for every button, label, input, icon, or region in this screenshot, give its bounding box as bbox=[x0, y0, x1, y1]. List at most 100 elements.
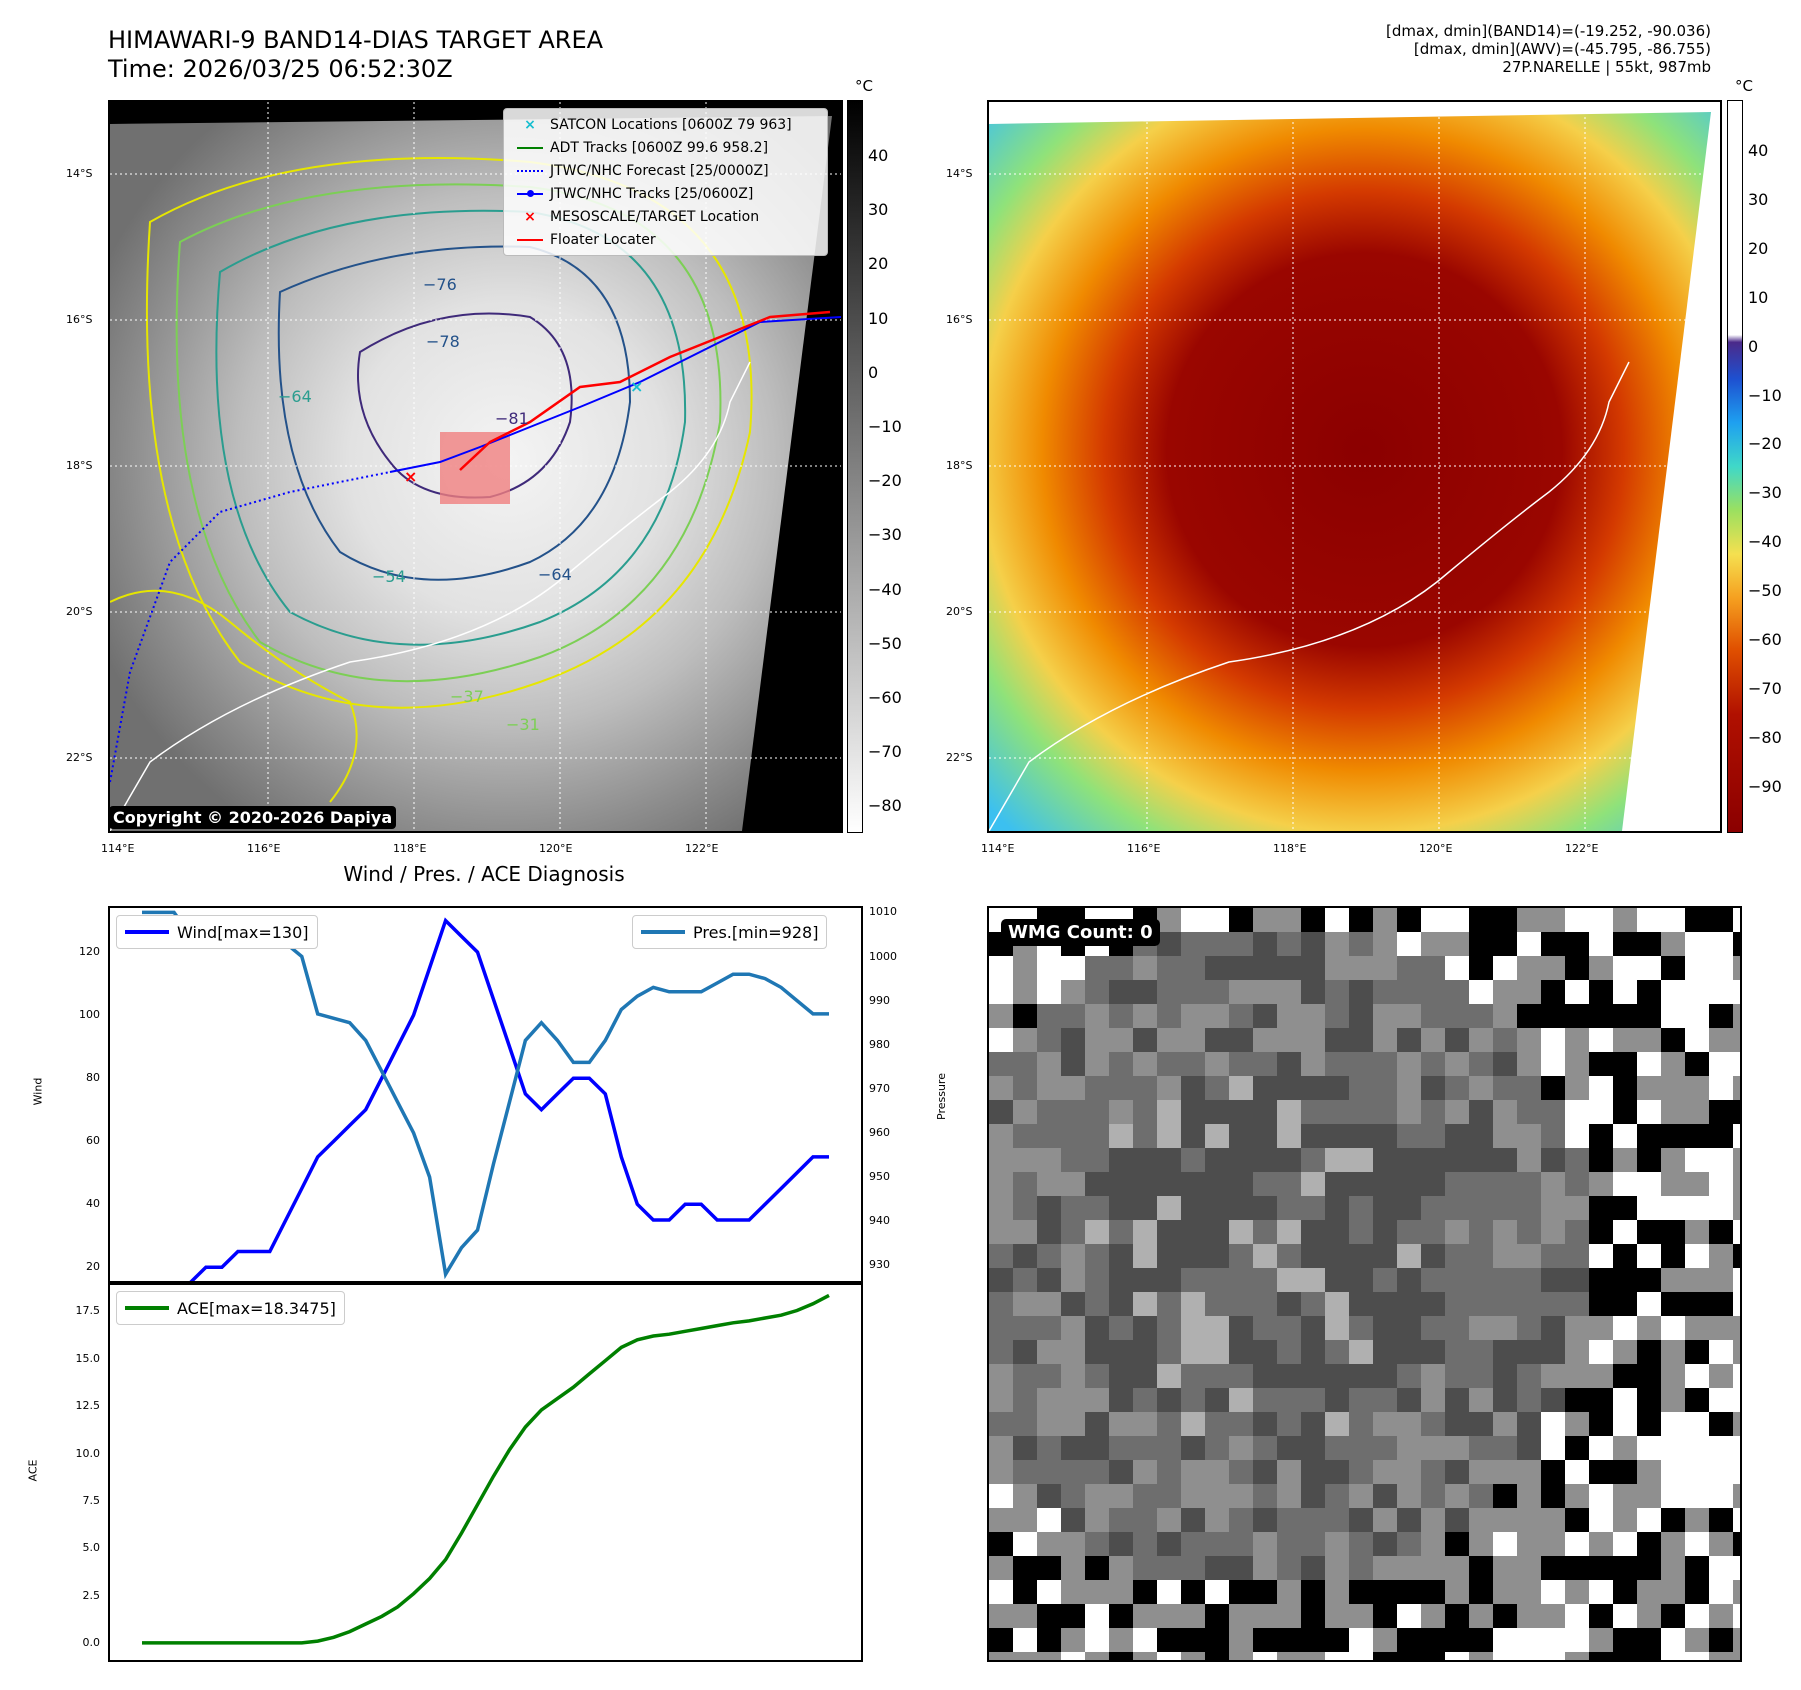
wmg-cell bbox=[1085, 1052, 1110, 1077]
wmg-cell bbox=[1445, 1196, 1470, 1221]
wmg-cell bbox=[1589, 980, 1614, 1005]
wmg-cell bbox=[1205, 1028, 1230, 1053]
wmg-cell bbox=[1373, 908, 1398, 933]
wmg-cell bbox=[1109, 1412, 1134, 1437]
wmg-cell bbox=[1325, 1292, 1350, 1317]
wmg-cell bbox=[1181, 1268, 1206, 1293]
wmg-cell bbox=[1301, 1604, 1326, 1629]
gray-colorbar-tick: 30 bbox=[868, 200, 889, 220]
wmg-cell bbox=[1037, 1196, 1062, 1221]
wmg-cell bbox=[1157, 1532, 1182, 1557]
wmg-cell bbox=[1253, 1052, 1278, 1077]
wmg-cell bbox=[1229, 1100, 1254, 1125]
wind-pressure-svg bbox=[142, 910, 829, 1283]
color-colorbar-tick: −60 bbox=[1748, 630, 1782, 649]
wmg-cell bbox=[1325, 1268, 1350, 1293]
wmg-cell bbox=[1685, 1292, 1710, 1317]
wmg-cell bbox=[1445, 1004, 1470, 1029]
wmg-cell bbox=[1469, 1196, 1494, 1221]
lon-tick: 118°E bbox=[393, 842, 427, 855]
wmg-cell bbox=[1085, 1460, 1110, 1485]
wmg-cell bbox=[1421, 1100, 1446, 1125]
wmg-cell bbox=[1085, 1124, 1110, 1149]
wmg-cell bbox=[1373, 1628, 1398, 1653]
wmg-cell bbox=[1589, 1460, 1614, 1485]
wmg-cell bbox=[1493, 1292, 1518, 1317]
wmg-cell bbox=[1613, 1508, 1638, 1533]
wmg-cell bbox=[1277, 1292, 1302, 1317]
wmg-cell bbox=[1445, 1076, 1470, 1101]
wmg-cell bbox=[1613, 1604, 1638, 1629]
gray-colorbar-tick: 10 bbox=[868, 308, 889, 328]
wmg-cell bbox=[1589, 1604, 1614, 1629]
wmg-cell bbox=[1541, 1484, 1566, 1509]
time-text: Time: 2026/03/25 06:52:30Z bbox=[108, 55, 453, 83]
wmg-cell bbox=[1613, 1556, 1638, 1581]
wmg-cell bbox=[1661, 1076, 1686, 1101]
wmg-cell bbox=[1637, 1292, 1662, 1317]
wmg-cell bbox=[1445, 1292, 1470, 1317]
wmg-cell bbox=[1421, 908, 1446, 933]
wmg-cell bbox=[1277, 1004, 1302, 1029]
wmg-cell bbox=[1349, 1484, 1374, 1509]
wmg-cell bbox=[1517, 1604, 1542, 1629]
wmg-cell bbox=[1589, 932, 1614, 957]
wmg-cell bbox=[1709, 1652, 1734, 1660]
wmg-cell bbox=[1613, 1220, 1638, 1245]
wmg-cell bbox=[1709, 980, 1734, 1005]
wmg-cell bbox=[1013, 1004, 1038, 1029]
pressure-legend-line-icon bbox=[641, 930, 685, 934]
color-colorbar-tick: 0 bbox=[1748, 336, 1759, 356]
legend-item-satcon: × SATCON Locations [0600Z 79 963] bbox=[510, 113, 821, 136]
wmg-cell bbox=[1709, 1076, 1734, 1101]
wmg-cell bbox=[1733, 1220, 1740, 1245]
wmg-cell bbox=[1109, 1508, 1134, 1533]
wmg-cell bbox=[1469, 1484, 1494, 1509]
color-colorbar-tick: −40 bbox=[1748, 532, 1782, 552]
satcon-marker: × bbox=[630, 377, 643, 396]
wmg-cell bbox=[1373, 1316, 1398, 1341]
wmg-cell bbox=[1637, 980, 1662, 1005]
wmg-cell bbox=[1325, 956, 1350, 981]
wmg-cell bbox=[1373, 932, 1398, 957]
wmg-cell bbox=[1229, 932, 1254, 957]
wmg-cell bbox=[1253, 1340, 1278, 1365]
wmg-cell bbox=[1709, 1172, 1734, 1197]
wmg-cell bbox=[1517, 1196, 1542, 1221]
wmg-cell bbox=[1109, 1100, 1134, 1125]
wmg-cell bbox=[1565, 1196, 1590, 1221]
wmg-cell bbox=[1589, 1388, 1614, 1413]
wmg-cell bbox=[1445, 980, 1470, 1005]
wmg-cell bbox=[1229, 1244, 1254, 1269]
wmg-cell bbox=[1469, 1628, 1494, 1653]
wmg-cell bbox=[1085, 1172, 1110, 1197]
wmg-cell bbox=[1613, 1580, 1638, 1605]
wmg-cell bbox=[1085, 1652, 1110, 1660]
wmg-cell bbox=[1037, 1340, 1062, 1365]
wmg-cell bbox=[1589, 1412, 1614, 1437]
wmg-cell bbox=[1349, 1316, 1374, 1341]
wmg-cell bbox=[1181, 1004, 1206, 1029]
wmg-cell bbox=[1637, 1340, 1662, 1365]
wmg-cell bbox=[1229, 1292, 1254, 1317]
wmg-cell bbox=[1685, 1460, 1710, 1485]
wmg-cell bbox=[1685, 1652, 1710, 1660]
wmg-cell bbox=[1301, 1580, 1326, 1605]
wmg-cell bbox=[1061, 1052, 1086, 1077]
wmg-cell bbox=[1109, 1196, 1134, 1221]
wmg-cell bbox=[1037, 1100, 1062, 1125]
wmg-cell bbox=[1061, 1532, 1086, 1557]
wmg-cell bbox=[1253, 1412, 1278, 1437]
wmg-cell bbox=[1181, 1532, 1206, 1557]
wmg-cell bbox=[1253, 1028, 1278, 1053]
wmg-cell bbox=[1685, 1580, 1710, 1605]
wmg-cell bbox=[1637, 956, 1662, 981]
wmg-cell bbox=[1637, 1364, 1662, 1389]
wmg-cell bbox=[1733, 908, 1740, 933]
wmg-cell bbox=[1541, 1124, 1566, 1149]
wmg-cell bbox=[1085, 1292, 1110, 1317]
wmg-cell bbox=[1541, 1652, 1566, 1660]
legend-item-jtwc-forecast: JTWC/NHC Forecast [25/0000Z] bbox=[510, 159, 821, 182]
legend-label: SATCON Locations [0600Z 79 963] bbox=[550, 116, 792, 133]
wmg-cell bbox=[1709, 1364, 1734, 1389]
